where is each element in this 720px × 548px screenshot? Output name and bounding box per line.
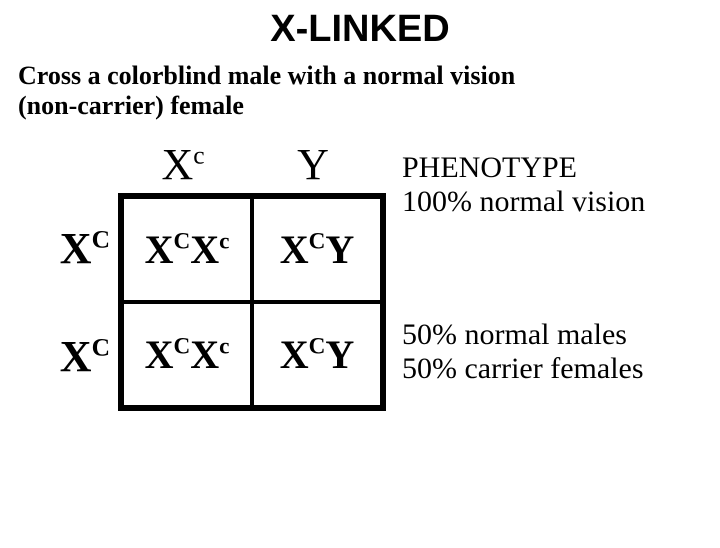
maternal-gamete-1: XC <box>30 223 110 274</box>
punnett-region: Xc Y XC XC XCXc XCY XCXc XCY <box>0 133 720 513</box>
offspring-genotype: XCY <box>280 331 355 378</box>
allele-sup: C <box>173 228 190 254</box>
gamete-base: X <box>60 224 92 273</box>
allele-base: X <box>145 332 174 377</box>
allele-base: Y <box>325 332 354 377</box>
paternal-gamete-2: Y <box>248 139 378 190</box>
allele-base: Y <box>325 227 354 272</box>
offspring-genotype: XCXc <box>145 226 230 273</box>
page-title: X-LINKED <box>0 8 720 51</box>
phenotype-line: 50% carrier females <box>402 352 644 385</box>
allele-base: X <box>280 227 309 272</box>
gamete-base: Y <box>297 140 329 189</box>
phenotype-line: 50% normal males <box>402 318 627 351</box>
punnett-cell: XCXc <box>122 302 252 407</box>
offspring-genotype: XCY <box>280 226 355 273</box>
gamete-sup: c <box>193 140 204 169</box>
allele-sup: C <box>309 228 326 254</box>
gamete-sup: C <box>92 224 110 253</box>
gamete-base: X <box>60 332 92 381</box>
gamete-base: X <box>161 140 193 189</box>
punnett-square: XCXc XCY XCXc XCY <box>118 193 386 411</box>
paternal-gamete-1: Xc <box>118 139 248 190</box>
phenotype-value: 100% normal vision <box>402 185 645 218</box>
allele-sup: C <box>309 333 326 359</box>
allele-sup: c <box>219 333 229 359</box>
cross-description: Cross a colorblind male with a normal vi… <box>18 61 720 121</box>
punnett-cell: XCY <box>252 302 382 407</box>
allele-sup: C <box>173 333 190 359</box>
maternal-gamete-2: XC <box>30 331 110 382</box>
punnett-cell: XCXc <box>122 197 252 302</box>
allele-base: X <box>145 227 174 272</box>
offspring-genotype: XCXc <box>145 331 230 378</box>
phenotype-heading: PHENOTYPE <box>402 151 577 184</box>
cross-description-line2: (non-carrier) female <box>18 91 244 120</box>
phenotype-summary-1: PHENOTYPE 100% normal vision <box>402 151 645 220</box>
allele-base: X <box>190 227 219 272</box>
allele-base: X <box>190 332 219 377</box>
allele-base: X <box>280 332 309 377</box>
gamete-sup: C <box>92 332 110 361</box>
cross-description-line1: Cross a colorblind male with a normal vi… <box>18 61 515 90</box>
phenotype-summary-2: 50% normal males 50% carrier females <box>402 318 644 387</box>
punnett-cell: XCY <box>252 197 382 302</box>
allele-sup: c <box>219 228 229 254</box>
